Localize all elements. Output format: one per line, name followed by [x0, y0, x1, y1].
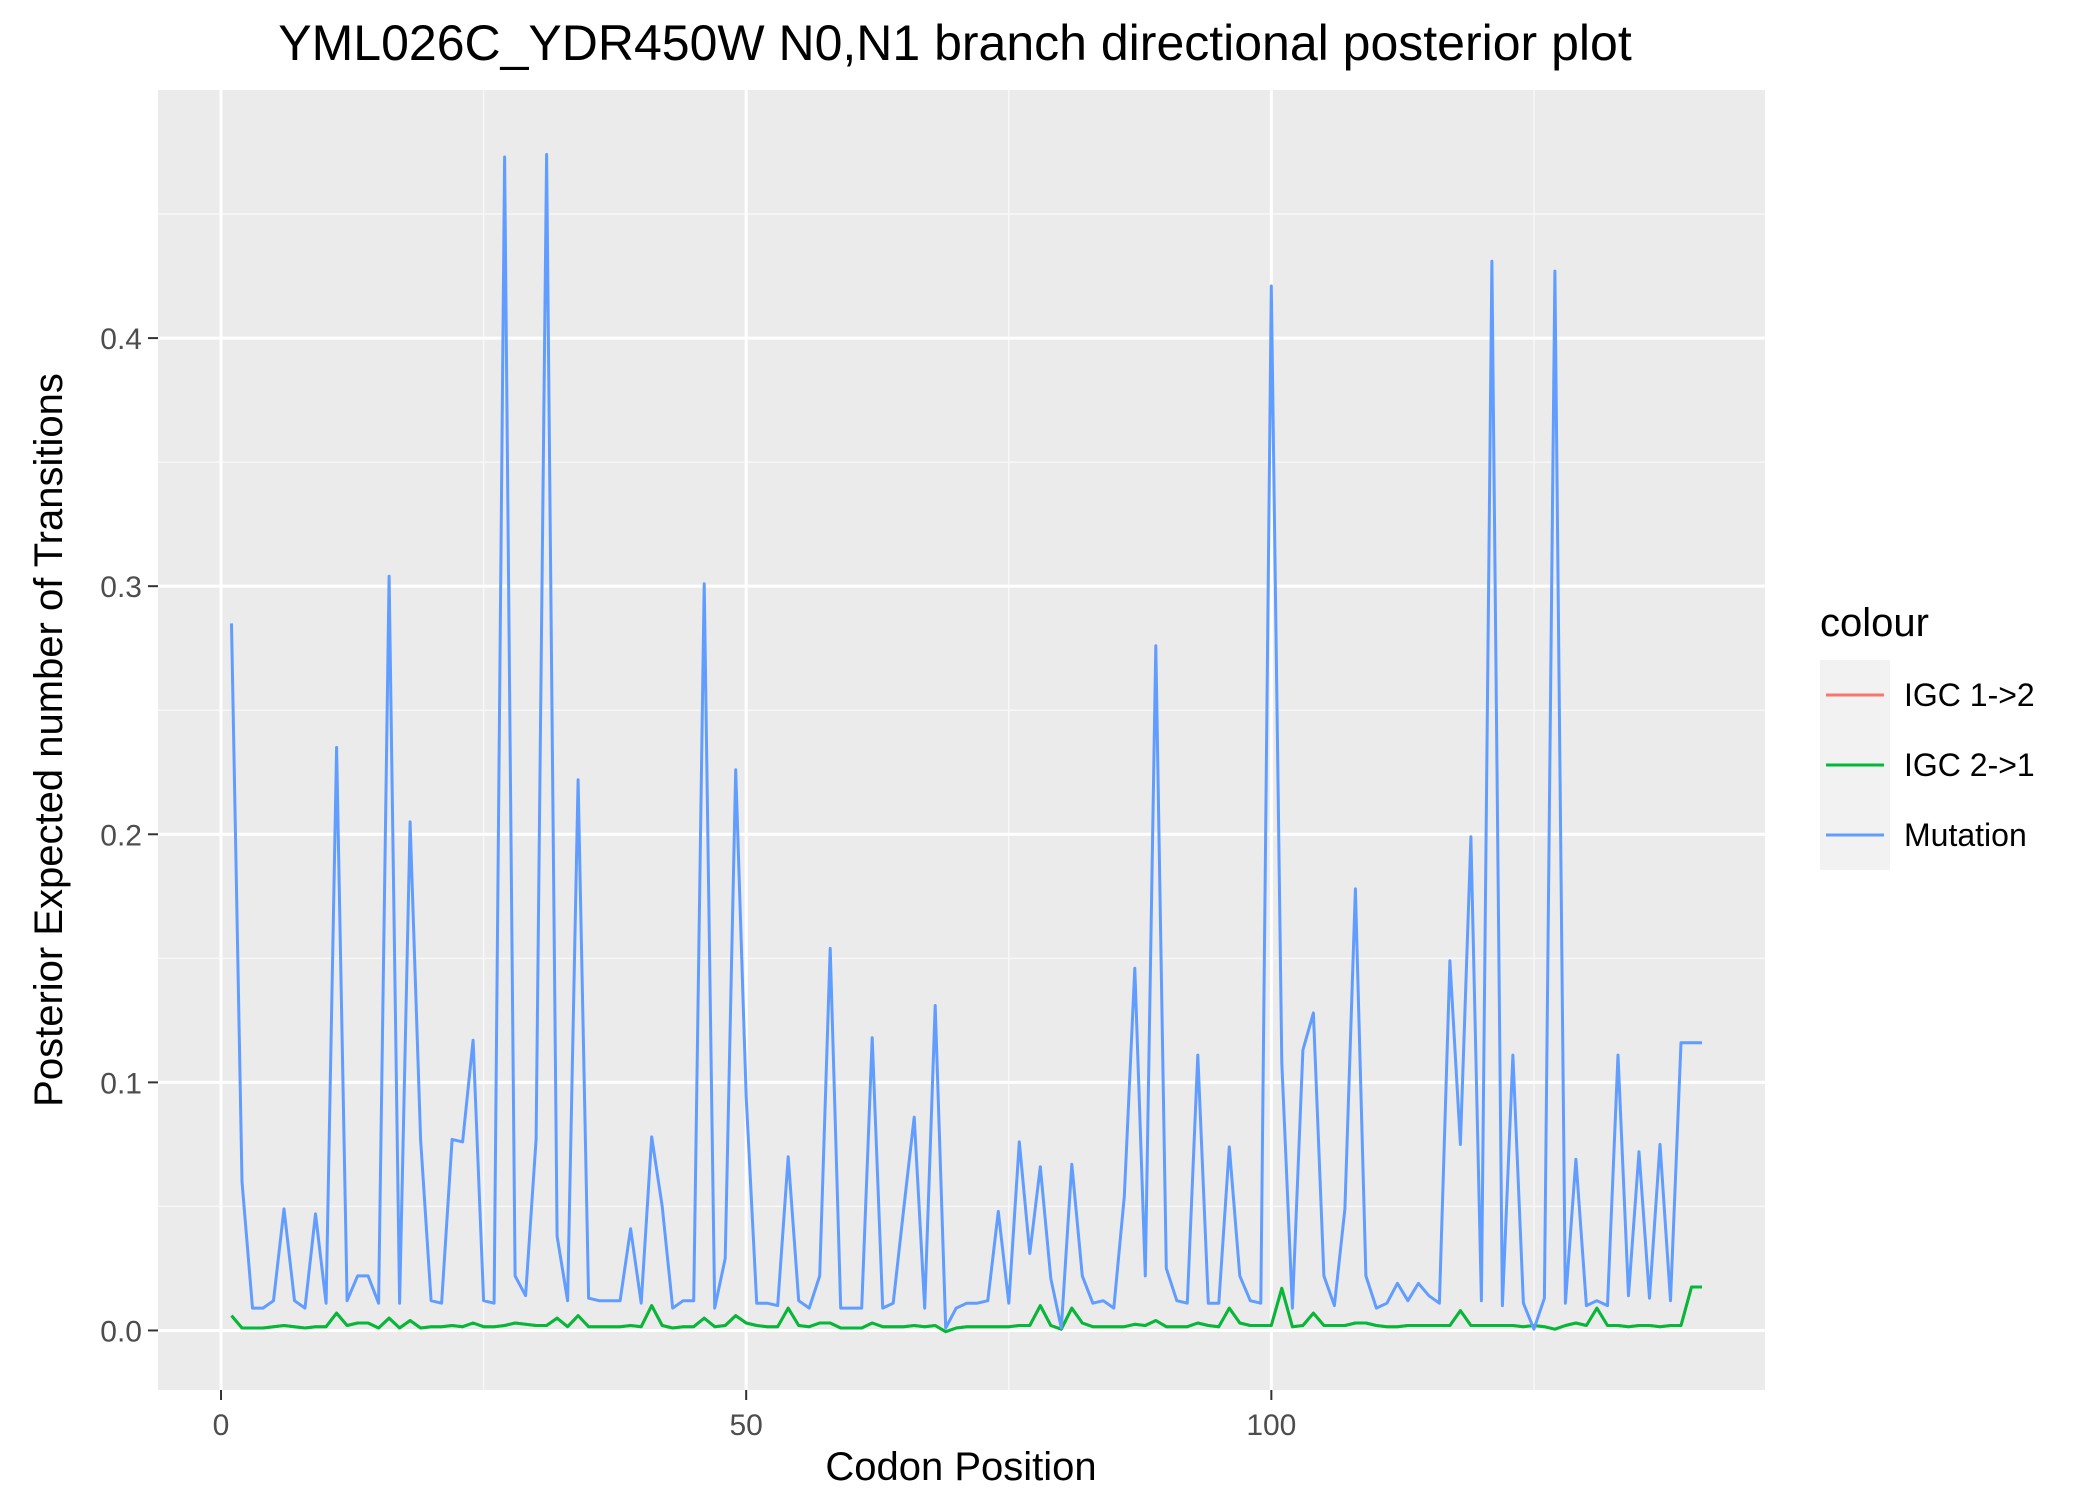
legend: colour IGC 1->2 IGC 2->1 Mutation	[1820, 601, 2035, 870]
x-tick-label: 0	[213, 1409, 230, 1442]
legend-title: colour	[1820, 601, 1929, 645]
series-lines	[230, 153, 1702, 1334]
series-line-igc-2-1	[230, 1285, 1702, 1334]
y-axis-ticks: 0.0 0.1 0.2 0.3 0.4	[100, 323, 158, 1348]
x-axis-title: Codon Position	[825, 1445, 1096, 1489]
x-tick-label: 100	[1246, 1409, 1296, 1442]
legend-label: IGC 2->1	[1904, 747, 2035, 783]
x-tick-label: 50	[729, 1409, 762, 1442]
minor-gridlines	[158, 90, 1765, 1390]
y-tick-label: 0.4	[100, 323, 142, 356]
x-axis-ticks: 0 50 100	[213, 1390, 1296, 1442]
y-axis-title: Posterior Expected number of Transitions	[27, 373, 71, 1107]
chart-title: YML026C_YDR450W N0,N1 branch directional…	[278, 15, 1632, 71]
y-tick-label: 0.0	[100, 1315, 142, 1348]
y-tick-label: 0.3	[100, 571, 142, 604]
y-tick-label: 0.1	[100, 1067, 142, 1100]
legend-label: IGC 1->2	[1904, 677, 2035, 713]
y-tick-label: 0.2	[100, 819, 142, 852]
series-line-mutation	[230, 153, 1702, 1331]
legend-label: Mutation	[1904, 817, 2027, 853]
